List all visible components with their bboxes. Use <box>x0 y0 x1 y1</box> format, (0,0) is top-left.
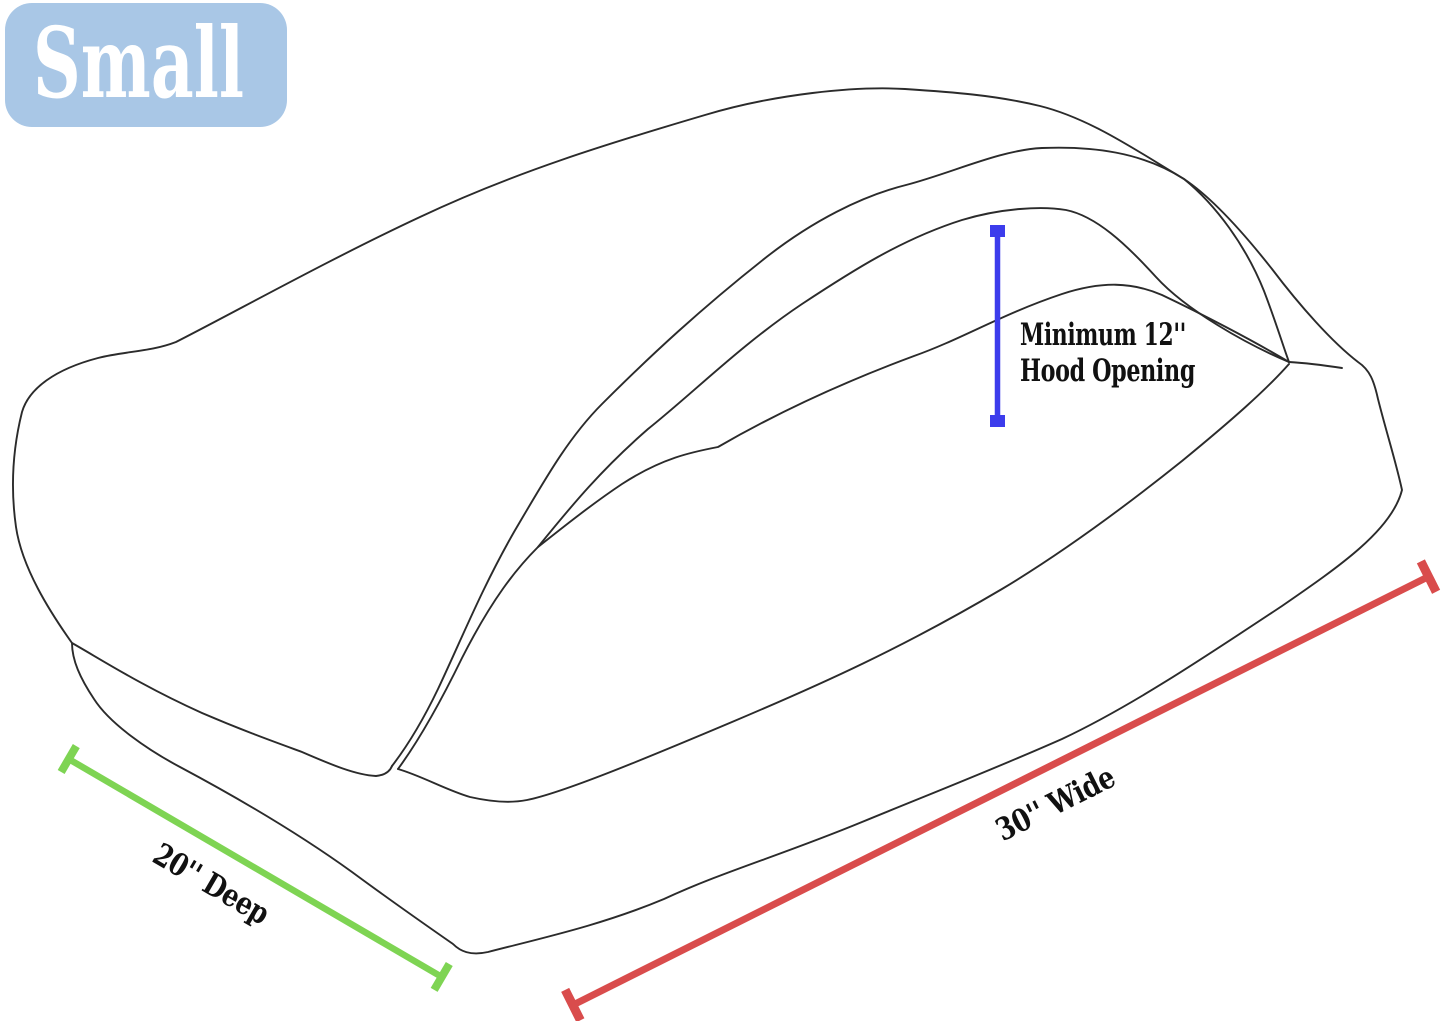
cushion-front-seam <box>71 642 393 777</box>
hood-rim-inner-curve <box>397 207 1290 770</box>
width-dimension-line <box>561 559 1441 1021</box>
depth-dimension-cap-right <box>430 961 453 992</box>
hood-opening-interior-curve <box>537 283 1290 548</box>
hood-opening-label-line2: Hood Opening <box>1020 353 1195 389</box>
size-badge-label: Small <box>33 6 244 120</box>
hood-opening-dimension-cap-bottom <box>990 415 1005 427</box>
size-badge-background <box>5 3 287 127</box>
width-dimension-cap-left <box>561 987 585 1021</box>
width-dimension-stem <box>571 573 1431 1009</box>
width-dimension-label: 30'' Wide <box>990 759 1121 849</box>
hood-opening-dimension-cap-top <box>990 225 1005 237</box>
cushion-top-seam <box>397 363 1290 803</box>
hood-opening-label-line1: Minimum 12'' <box>1020 317 1186 353</box>
pet-bed-line-drawing <box>12 87 1403 955</box>
depth-dimension-label: 20'' Deep <box>147 837 276 933</box>
size-badge: Small <box>5 3 287 127</box>
rim-connector-seam <box>1288 361 1343 369</box>
hood-opening-dimension-label: Minimum 12'' Hood Opening <box>1020 317 1196 389</box>
depth-dimension-line <box>57 744 453 992</box>
depth-dimension-cap-left <box>57 744 80 774</box>
hood-rim-outer-curve <box>391 146 1290 767</box>
width-dimension-cap-right <box>1416 559 1441 594</box>
bed-outer-outline <box>12 87 1403 955</box>
depth-dimension-stem <box>67 756 444 980</box>
hood-opening-dimension-line <box>990 225 1005 427</box>
